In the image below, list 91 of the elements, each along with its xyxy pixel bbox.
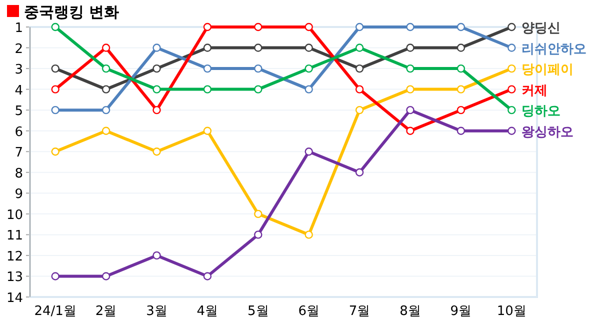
point <box>152 64 161 73</box>
series-label: 왕싱하오 <box>522 124 574 140</box>
point <box>508 64 516 73</box>
y-tick-label: 1 <box>14 21 23 36</box>
point <box>456 126 466 135</box>
series-label: 딩하오 <box>522 104 561 120</box>
point <box>406 44 414 52</box>
point <box>102 85 110 94</box>
y-tick-label: 11 <box>6 228 23 244</box>
point <box>304 44 313 52</box>
point <box>254 85 262 94</box>
point <box>254 64 262 73</box>
point <box>304 230 313 239</box>
point <box>152 44 161 52</box>
x-tick-label: 3월 <box>146 304 168 319</box>
point <box>51 22 60 32</box>
point <box>254 22 262 32</box>
point <box>51 272 60 280</box>
point <box>456 22 466 32</box>
y-tick-label: 4 <box>14 83 23 98</box>
y-tick-label: 6 <box>14 124 23 140</box>
point <box>203 22 212 32</box>
x-tick-label: 7월 <box>348 304 370 319</box>
point <box>355 168 364 176</box>
series-label: 양딩신 <box>522 21 561 36</box>
point <box>51 85 60 94</box>
point <box>102 44 110 52</box>
point <box>102 126 110 135</box>
y-tick-label: 9 <box>14 187 23 202</box>
point <box>456 85 466 94</box>
point <box>203 44 212 52</box>
y-tick-label: 8 <box>14 166 23 182</box>
point <box>152 148 161 156</box>
y-tick-label: 5 <box>14 104 23 120</box>
x-tick-label: 2월 <box>95 304 117 319</box>
point <box>406 126 414 135</box>
point <box>152 106 161 114</box>
point <box>456 106 466 114</box>
point <box>203 64 212 73</box>
point <box>254 230 262 239</box>
x-tick-label: 10월 <box>496 304 526 319</box>
y-tick-label: 13 <box>6 270 23 286</box>
point <box>355 106 364 114</box>
series-label: 커제 <box>522 83 548 98</box>
point <box>51 148 60 156</box>
point <box>51 64 60 73</box>
x-tick-label: 5월 <box>248 304 269 319</box>
point <box>456 44 466 52</box>
point <box>508 85 516 94</box>
point <box>355 22 364 32</box>
x-tick-label: 4월 <box>196 304 218 319</box>
x-tick-label: 8월 <box>400 304 421 319</box>
point <box>508 22 516 32</box>
chart-title: 중국랭킹 변화 <box>24 3 120 21</box>
point <box>355 44 364 52</box>
point <box>355 85 364 94</box>
point <box>152 251 161 260</box>
y-tick-label: 7 <box>14 146 23 161</box>
point <box>406 22 414 32</box>
point <box>203 272 212 280</box>
point <box>304 22 313 32</box>
point <box>51 106 60 114</box>
point <box>304 64 313 73</box>
point <box>304 85 313 94</box>
point <box>102 64 110 73</box>
series-label: 리쉬안하오 <box>522 42 587 57</box>
point <box>254 44 262 52</box>
point <box>102 106 110 114</box>
point <box>102 272 110 280</box>
point <box>508 44 516 52</box>
point <box>304 148 313 156</box>
point <box>406 106 414 114</box>
x-tick-label: 9월 <box>450 304 472 319</box>
series-label: 당이페이 <box>522 62 574 78</box>
point <box>508 126 516 135</box>
y-tick-label: 3 <box>14 62 23 78</box>
point <box>152 85 161 94</box>
point <box>355 64 364 73</box>
y-tick-label: 12 <box>6 249 23 264</box>
x-tick-label: 24/1월 <box>34 304 76 319</box>
point <box>456 64 466 73</box>
point <box>203 126 212 135</box>
point <box>508 106 516 114</box>
y-tick-label: 10 <box>6 208 23 223</box>
y-tick-label: 14 <box>6 291 23 306</box>
x-tick-label: 6월 <box>298 304 320 319</box>
point <box>254 210 262 218</box>
point <box>406 85 414 94</box>
point <box>406 64 414 73</box>
y-tick-label: 2 <box>14 42 23 57</box>
point <box>203 85 212 94</box>
